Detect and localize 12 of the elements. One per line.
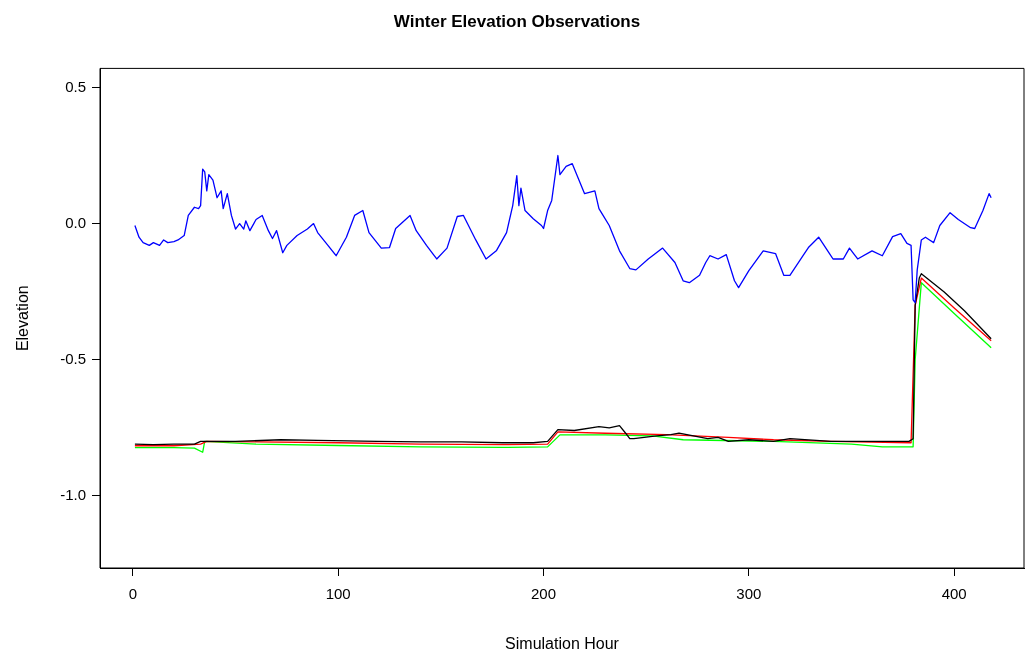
x-tick-label: 100: [325, 585, 351, 603]
y-tick-label: -0.5: [60, 349, 86, 367]
x-tick-label: 300: [736, 585, 762, 603]
x-tick-label: 400: [941, 585, 967, 603]
x-axis-title: Simulation Hour: [505, 634, 620, 652]
y-tick-label: -1.0: [60, 485, 86, 503]
y-axis-title: Elevation: [14, 285, 32, 352]
y-tick-label: 0.0: [65, 213, 86, 231]
x-tick-label: 0: [128, 585, 138, 603]
x-tick-label: 200: [531, 585, 557, 603]
y-tick-label: 0.5: [65, 77, 86, 95]
chart-title: Winter Elevation Observations: [393, 11, 641, 31]
